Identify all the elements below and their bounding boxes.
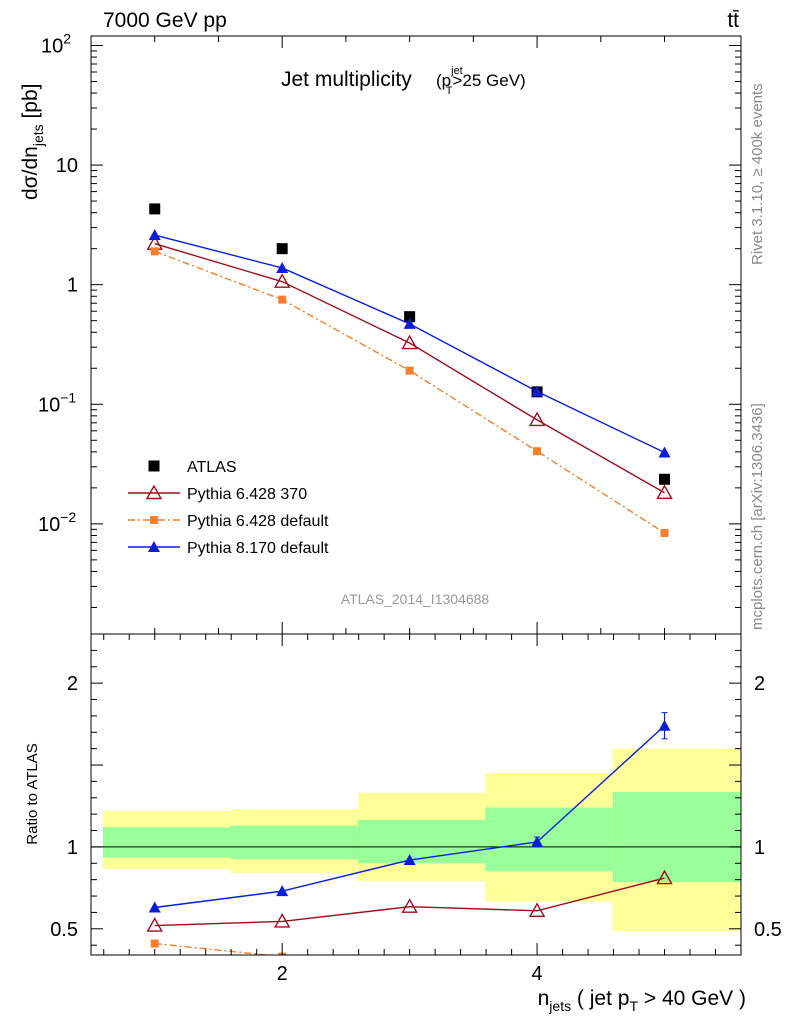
uncertainty-band-inner xyxy=(230,825,358,860)
y-tick-label: 10−1 xyxy=(38,389,76,416)
main-plot-panel: 102 10 1 10−1 10−2 Jet multiplicity (pjet T>2… xyxy=(19,30,742,635)
uncertainty-band-inner xyxy=(357,819,486,864)
ratio-y-tick-label: 0.5 xyxy=(50,919,78,941)
ratio-line-pythia-6-428-370 xyxy=(154,877,665,927)
data-point-pythia-6-428-default xyxy=(533,447,542,456)
svg-text:njets ( jet pT > 40 GeV ): njets ( jet pT > 40 GeV ) xyxy=(538,987,746,1014)
legend-label: Pythia 6.428 default xyxy=(187,513,329,530)
uncertainty-band-inner xyxy=(612,792,741,883)
data-point-pythia-6-428-370 xyxy=(401,334,418,350)
data-point-pythia-6-428-370 xyxy=(656,484,673,499)
y-tick-label: 10−2 xyxy=(38,509,76,536)
ratio-y-tick-label-right: 2 xyxy=(754,673,765,695)
legend-item-pythia-8-170-default: Pythia 8.170 default xyxy=(128,540,329,557)
ratio-point-pythia-6-428-370 xyxy=(401,898,418,913)
y-axis-label: dσ/dnjets [pb] xyxy=(19,83,46,200)
uncertainty-band-inner xyxy=(103,827,231,858)
data-point-pythia-6-428-default xyxy=(660,528,669,537)
data-point-pythia-6-428-370 xyxy=(528,411,546,427)
y-tick-label: 102 xyxy=(41,30,71,57)
data-point-pythia-6-428-default xyxy=(278,295,287,304)
plot-title-suffix: (pjet T>25 GeV) xyxy=(436,65,526,97)
x-tick-label: 4 xyxy=(532,963,543,985)
ratio-point-pythia-6-428-370 xyxy=(146,917,163,932)
legend-label: ATLAS xyxy=(187,459,237,476)
data-point-pythia-8-170-default xyxy=(658,446,671,458)
ratio-point-pythia-8-170-default xyxy=(148,901,161,913)
plot-title: Jet multiplicity (pjet T>25 GeV) xyxy=(281,65,526,97)
data-point-pythia-6-428-default xyxy=(405,366,414,375)
y-tick-label: 10 xyxy=(56,155,78,177)
data-point-atlas xyxy=(404,311,416,323)
legend-item-pythia-6-428-default: Pythia 6.428 default xyxy=(128,513,329,530)
legend-label: Pythia 8.170 default xyxy=(187,540,329,557)
ratio-y-tick-label: 1 xyxy=(67,837,78,859)
ratio-point-pythia-8-170-default xyxy=(276,885,289,897)
x-axis-label: njets ( jet pT > 40 GeV ) xyxy=(538,987,746,1014)
ratio-point-pythia-8-170-default xyxy=(531,835,544,847)
data-point-pythia-6-428-370 xyxy=(273,273,291,288)
analysis-watermark: ATLAS_2014_I1304688 xyxy=(341,591,490,607)
ratio-y-tick-label-right: 1 xyxy=(754,837,765,859)
series-line-pythia-6-428-370 xyxy=(154,243,665,494)
data-point-pythia-8-170-default xyxy=(276,261,289,273)
ratio-point-pythia-6-428-370 xyxy=(656,869,673,885)
ratio-point-pythia-6-428-370 xyxy=(528,902,546,917)
ratio-y-tick-label: 2 xyxy=(67,673,78,695)
legend-marker xyxy=(148,460,160,472)
legend-item-atlas: ATLAS xyxy=(148,459,237,476)
data-point-atlas xyxy=(276,243,288,255)
x-tick-label: 2 xyxy=(277,963,288,985)
plot-title-main: Jet multiplicity xyxy=(281,68,412,91)
energy-label: 7000 GeV pp xyxy=(103,9,227,32)
data-point-pythia-6-428-default xyxy=(150,247,159,256)
legend-marker xyxy=(150,516,158,524)
ratio-y-axis-label: Ratio to ATLAS xyxy=(24,743,41,844)
legend: ATLAS Pythia 6.428 370 Pythia 6.428 defaul… xyxy=(128,459,329,557)
ratio-point-pythia-6-428-370 xyxy=(273,912,291,928)
ratio-plot-frame xyxy=(90,633,742,956)
data-point-pythia-8-170-default xyxy=(531,385,544,397)
series-line-pythia-6-428-default xyxy=(154,250,665,534)
process-label: tt̄ xyxy=(727,9,739,32)
legend-label: Pythia 6.428 370 xyxy=(187,486,307,503)
ratio-plot-panel: 0.5 0.5 1 1 2 2 2 4 Ratio to ATLAS njets ( jet … xyxy=(24,633,782,1014)
ratio-y-tick-label-right: 0.5 xyxy=(754,919,782,941)
data-point-atlas xyxy=(659,473,671,485)
y-tick-label: 1 xyxy=(67,275,78,297)
rivet-label: Rivet 3.1.10, ≥ 400k events xyxy=(749,83,766,265)
mcplots-label: mcplots.cern.ch [arXiv:1306.3436] xyxy=(749,403,766,630)
legend-marker xyxy=(148,541,160,552)
legend-marker xyxy=(145,484,163,500)
legend-item-pythia-6-428-370: Pythia 6.428 370 xyxy=(128,484,307,503)
svg-text:dσ/dnjets [pb]: dσ/dnjets [pb] xyxy=(19,83,46,200)
uncertainty-band-inner xyxy=(485,807,613,872)
ratio-point-pythia-8-170-default xyxy=(403,854,416,866)
ratio-point-pythia-8-170-default xyxy=(658,719,671,731)
ratio-line-pythia-6-428-default xyxy=(154,942,274,955)
data-point-atlas xyxy=(149,203,161,215)
data-point-pythia-8-170-default xyxy=(403,317,416,329)
data-point-pythia-8-170-default xyxy=(148,229,161,241)
ratio-point-pythia-6-428-default xyxy=(150,939,159,948)
